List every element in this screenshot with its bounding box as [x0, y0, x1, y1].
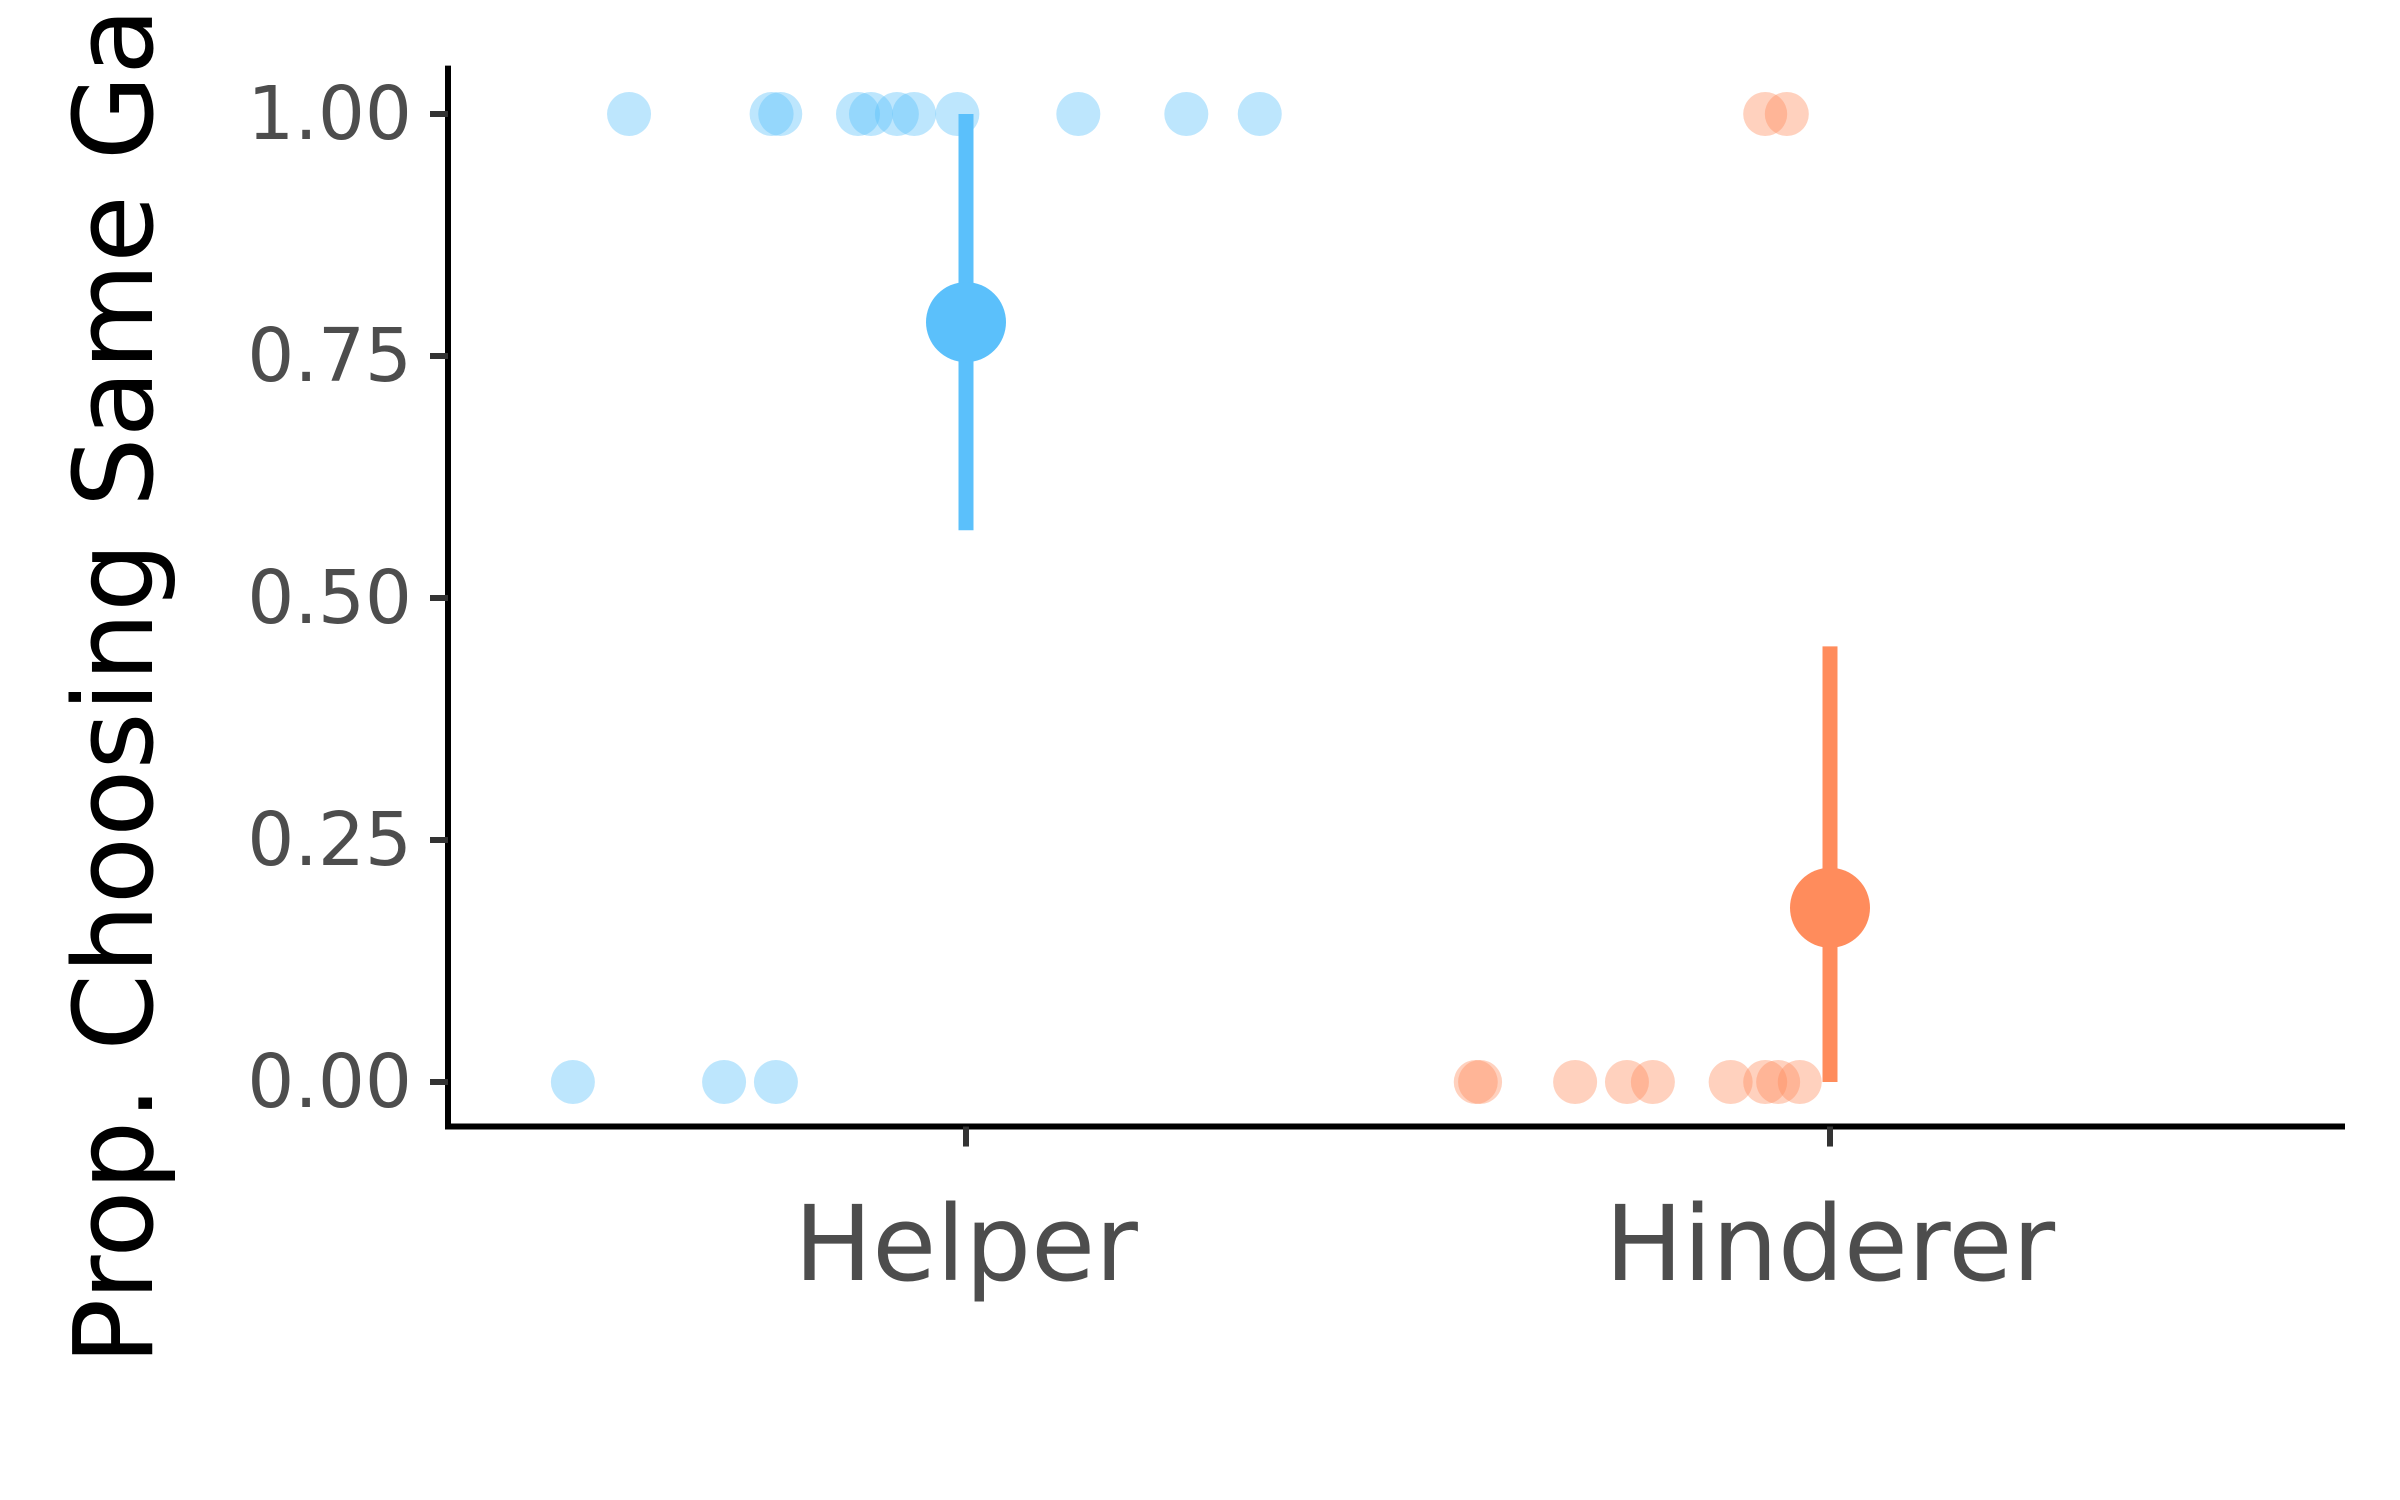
y-tick-label: 0.25 [247, 797, 412, 883]
data-point [1708, 1060, 1753, 1104]
y-tick-label: 0.50 [247, 555, 412, 641]
data-point [702, 1060, 747, 1104]
data-point [1164, 92, 1209, 136]
data-point [749, 92, 794, 136]
data-point [1453, 1060, 1498, 1104]
data-point [1743, 92, 1788, 136]
x-tick-label: Hinderer [1605, 1183, 2055, 1305]
data-point [1777, 1060, 1822, 1104]
data-point [848, 92, 893, 136]
data-point [1604, 1060, 1649, 1104]
y-tick-label: 0.75 [247, 313, 412, 399]
data-point [758, 92, 803, 136]
data-point [753, 1060, 798, 1104]
data-point [1743, 1060, 1788, 1104]
data-point [1756, 1060, 1801, 1104]
data-point [550, 1060, 595, 1104]
y-tick-label: 0.00 [247, 1039, 412, 1125]
y-axis-title: Prop. Choosing Same Ga [50, 8, 178, 1365]
data-point [1553, 1060, 1598, 1104]
data-point [1764, 92, 1809, 136]
mean-point [1790, 867, 1870, 948]
data-point [607, 92, 652, 136]
mean-point [926, 282, 1006, 363]
data-point [1056, 92, 1101, 136]
data-point [874, 92, 919, 136]
data-point [1630, 1060, 1675, 1104]
data-point [892, 92, 937, 136]
y-tick-label: 1.00 [247, 71, 412, 157]
data-point [836, 92, 880, 136]
x-tick-label: Helper [794, 1183, 1138, 1305]
data-point [1458, 1060, 1503, 1104]
data-point [1237, 92, 1282, 136]
